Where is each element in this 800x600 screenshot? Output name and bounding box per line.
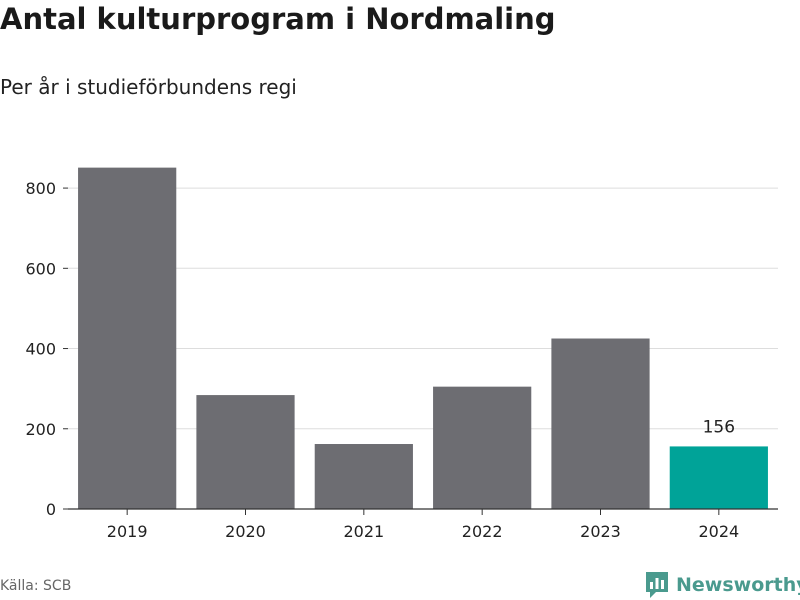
y-tick-label: 400 [25,340,56,359]
data-label-2024: 156 [703,417,735,437]
bar-2019 [78,167,177,510]
x-tick-label: 2019 [107,522,148,541]
x-tick-label: 2023 [580,522,621,541]
y-tick-label: 0 [46,500,56,519]
x-tick-label: 2024 [698,522,739,541]
y-tick-label: 200 [25,420,56,439]
y-tick-label: 800 [25,179,56,198]
source-label: Källa: SCB [0,578,72,594]
chart-title: Antal kulturprogram i Nordmaling [0,2,556,36]
bar-2024 [669,446,768,509]
y-tick-label: 600 [25,259,56,278]
newsworthy-icon [646,572,668,598]
bar-2023 [551,338,650,509]
x-tick-label: 2021 [343,522,384,541]
bar-2021 [314,444,413,509]
brand-logo: Newsworthy [644,570,800,600]
bar-2022 [433,386,532,509]
bar-2020 [196,395,295,509]
chart-subtitle: Per år i studieförbundens regi [0,75,297,99]
brand-name: Newsworthy [676,574,800,596]
x-tick-label: 2022 [462,522,503,541]
x-tick-label: 2020 [225,522,266,541]
